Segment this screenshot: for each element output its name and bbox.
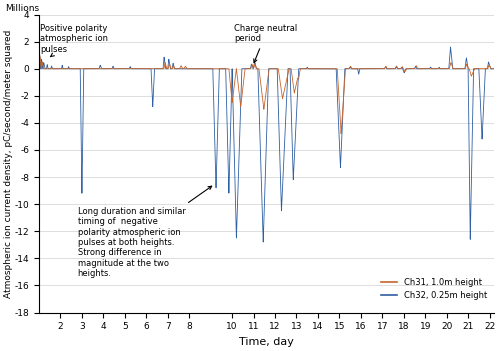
Ch32, 0.25m height bbox=[491, 67, 497, 71]
Text: Positive polarity
atmospheric ion
pulses: Positive polarity atmospheric ion pulses bbox=[40, 24, 108, 57]
Ch32, 0.25m height bbox=[476, 67, 482, 71]
Text: Long duration and similar
timing of  negative
polarity atmospheric ion
pulses at: Long duration and similar timing of nega… bbox=[78, 186, 212, 278]
Ch32, 0.25m height bbox=[260, 240, 266, 244]
Ch32, 0.25m height bbox=[292, 137, 298, 141]
Ch31, 1.0m height bbox=[484, 67, 490, 71]
Y-axis label: Atmospheric ion current density, pC/second/meter squared: Atmospheric ion current density, pC/seco… bbox=[4, 29, 13, 298]
Ch32, 0.25m height bbox=[71, 67, 77, 71]
Ch32, 0.25m height bbox=[484, 67, 490, 71]
Ch31, 1.0m height bbox=[338, 132, 344, 136]
Ch31, 1.0m height bbox=[46, 67, 52, 71]
X-axis label: Time, day: Time, day bbox=[239, 337, 294, 347]
Ch32, 0.25m height bbox=[46, 67, 52, 71]
Ch31, 1.0m height bbox=[48, 67, 54, 71]
Ch31, 1.0m height bbox=[71, 67, 77, 71]
Line: Ch31, 1.0m height: Ch31, 1.0m height bbox=[39, 57, 494, 134]
Line: Ch32, 0.25m height: Ch32, 0.25m height bbox=[39, 47, 494, 242]
Ch31, 1.0m height bbox=[37, 54, 43, 59]
Ch31, 1.0m height bbox=[476, 67, 482, 71]
Text: Millions: Millions bbox=[5, 4, 39, 13]
Ch31, 1.0m height bbox=[36, 67, 42, 71]
Ch31, 1.0m height bbox=[292, 87, 298, 91]
Text: Charge neutral
period: Charge neutral period bbox=[234, 24, 298, 62]
Ch32, 0.25m height bbox=[48, 67, 54, 71]
Ch31, 1.0m height bbox=[491, 67, 497, 71]
Ch32, 0.25m height bbox=[448, 45, 454, 49]
Ch32, 0.25m height bbox=[36, 67, 42, 71]
Legend: Ch31, 1.0m height, Ch32, 0.25m height: Ch31, 1.0m height, Ch32, 0.25m height bbox=[378, 275, 490, 303]
